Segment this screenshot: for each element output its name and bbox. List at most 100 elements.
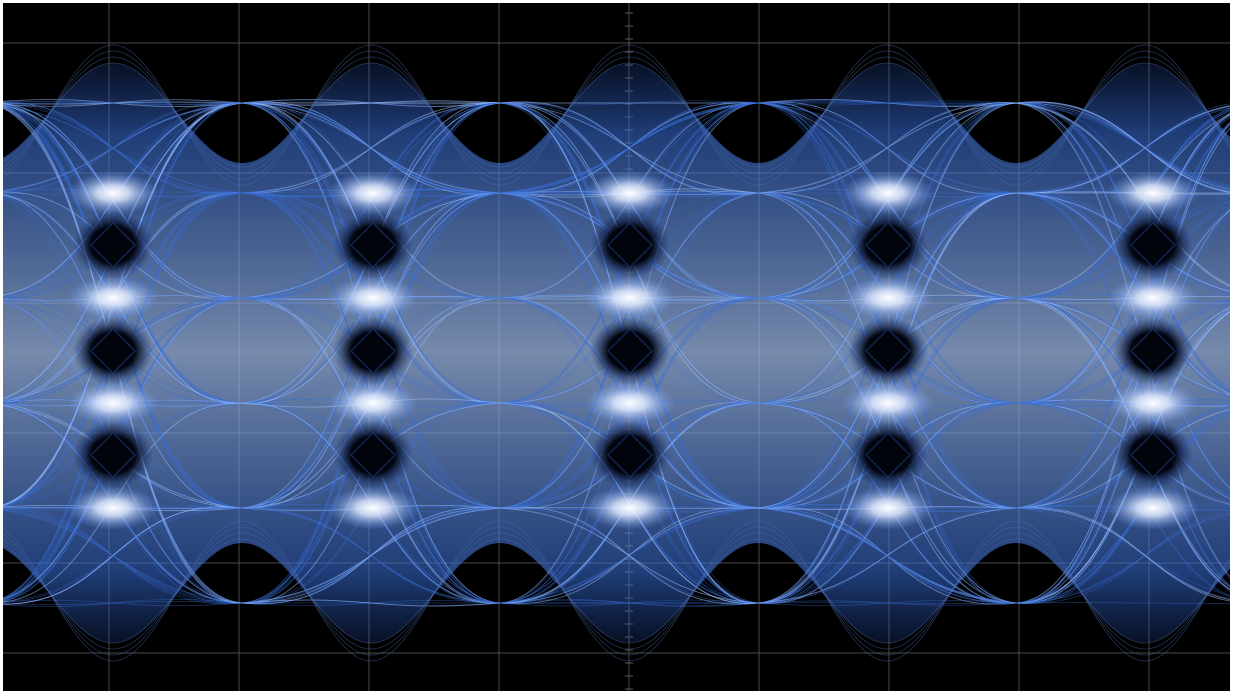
signal-trace (3, 101, 1230, 507)
signal-trace (3, 101, 1230, 500)
signal-trace (3, 102, 1230, 509)
envelope-trace-lower (3, 526, 1230, 656)
signal-trace (3, 100, 1230, 512)
crossing-glow (1107, 171, 1199, 215)
crossing-glow (584, 381, 676, 425)
signal-trace (3, 102, 1230, 605)
signal-trace (3, 192, 1230, 604)
eye-diagram-plot (3, 3, 1230, 691)
signal-trace (3, 103, 1230, 604)
signal-trace (3, 100, 1230, 408)
signal-trace (3, 99, 1230, 407)
signal-trace (3, 102, 1230, 604)
crossing-glow (1107, 276, 1199, 320)
eye-opening (1130, 432, 1176, 478)
signal-trace (3, 102, 1230, 604)
signal-trace (3, 99, 1230, 604)
signal-trace (3, 192, 1230, 507)
crossing-glow (327, 381, 419, 425)
crossing-glow (327, 486, 419, 530)
signal-trace (3, 102, 1230, 512)
signal-trace (3, 101, 1230, 604)
crossing-glow (67, 381, 159, 425)
signal-trace (3, 104, 1230, 605)
envelope-trace-lower (3, 538, 1230, 644)
signal-trace (3, 192, 1230, 604)
signal-trace (3, 189, 1230, 602)
crossing-glow (584, 171, 676, 215)
signal-trace (3, 192, 1230, 608)
eye-opening (1130, 222, 1176, 268)
signal-trace (3, 293, 1230, 604)
signal-trace (3, 294, 1230, 607)
crossing-glow (842, 171, 934, 215)
crossing-glow (842, 486, 934, 530)
eye-opening (350, 222, 396, 268)
envelope-trace-upper (3, 50, 1230, 180)
crossing-glow (584, 276, 676, 320)
crossing-glow (842, 381, 934, 425)
signal-trace (3, 300, 1230, 604)
signal-trace (3, 101, 1230, 604)
eye-opening (607, 432, 653, 478)
signal-trace (3, 104, 1230, 509)
signal-trace (3, 102, 1230, 506)
signal-trace (3, 116, 1230, 606)
oscilloscope-screen (3, 3, 1230, 691)
signal-trace (3, 192, 1230, 510)
signal-trace (3, 102, 1230, 604)
envelope-trace-upper (3, 56, 1230, 174)
signal-trace (3, 102, 1230, 607)
signal-trace (3, 210, 1230, 604)
signal-trace (3, 102, 1230, 505)
signal-trace (3, 102, 1230, 600)
eye-opening (350, 432, 396, 478)
crossing-glow (67, 276, 159, 320)
eye-opening (90, 222, 136, 268)
signal-trace (3, 102, 1230, 509)
envelope-trace-upper (3, 44, 1230, 186)
signal-trace (3, 102, 1230, 604)
crossing-glow (67, 486, 159, 530)
eye-opening (607, 222, 653, 268)
signal-trace (3, 102, 1230, 604)
signal-trace (3, 102, 1230, 404)
signal-trace (3, 107, 1230, 509)
crossing-glow (842, 276, 934, 320)
signal-trace (3, 102, 1230, 297)
signal-trace (3, 104, 1230, 604)
signal-trace (3, 192, 1230, 600)
crossing-glow (1107, 486, 1199, 530)
crossing-glow (1107, 381, 1199, 425)
crossing-glow (584, 486, 676, 530)
eye-opening (90, 328, 136, 374)
eye-openings (73, 211, 1193, 489)
signal-trace (3, 102, 1230, 604)
crossing-glow (327, 171, 419, 215)
signal-trace (3, 102, 1230, 604)
signal-trace (3, 102, 1230, 577)
signal-trace (3, 112, 1230, 604)
signal-trace (3, 296, 1230, 509)
signal-trace (3, 102, 1230, 509)
signal-trace (3, 297, 1230, 604)
eye-opening (865, 328, 911, 374)
signal-trace (3, 192, 1230, 509)
signal-trace (3, 191, 1230, 604)
signal-trace (3, 192, 1230, 590)
eye-opening (350, 328, 396, 374)
signal-trace (3, 101, 1230, 599)
envelope-trace-lower (3, 532, 1230, 650)
signal-trace (3, 101, 1230, 605)
signal-trace (3, 200, 1230, 510)
signal-trace (3, 102, 1230, 509)
eye-opening (865, 432, 911, 478)
crossing-glow (67, 171, 159, 215)
eye-opening (865, 222, 911, 268)
signal-trace (3, 192, 1230, 605)
signal-trace (3, 192, 1230, 509)
signal-trace (3, 101, 1230, 506)
signal-trace (3, 195, 1230, 604)
crossing-points (67, 171, 1199, 530)
signal-trace (3, 189, 1230, 509)
